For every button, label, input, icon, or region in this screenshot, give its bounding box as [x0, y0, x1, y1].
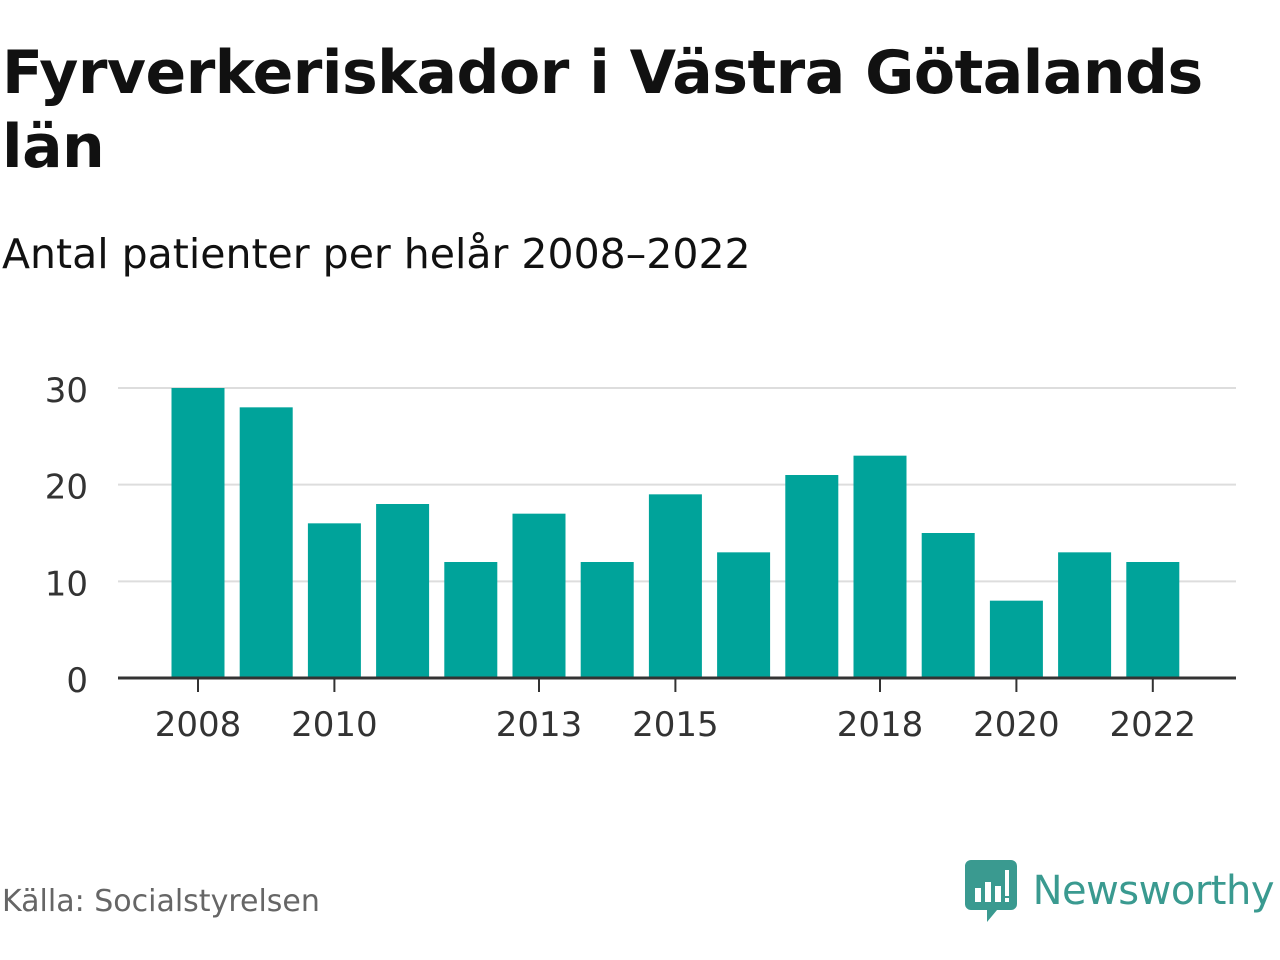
bar-2022 [1126, 562, 1180, 678]
x-tick-label: 2013 [496, 705, 583, 745]
bar-2008 [171, 388, 225, 678]
bar-2021 [1058, 552, 1112, 678]
bar-2019 [921, 533, 975, 678]
chart-title: Fyrverkeriskador i Västra Götalands län [2, 38, 1203, 182]
x-tick-label: 2022 [1110, 705, 1197, 745]
bar-2014 [580, 562, 634, 678]
bar-2009 [239, 407, 293, 678]
x-tick-label: 2010 [291, 705, 378, 745]
source-note: Källa: Socialstyrelsen [2, 884, 320, 919]
y-tick-label: 30 [45, 371, 88, 411]
x-tick-label: 2015 [632, 705, 719, 745]
newsworthy-logo-icon [964, 860, 1017, 922]
bar-2015 [648, 494, 702, 678]
axes: 0 10 20 30 2008 2010 2013 2015 2018 2020 2022 [45, 371, 1236, 745]
brand-logo: Newsworthy [964, 860, 1275, 922]
x-tick-label: 2008 [155, 705, 242, 745]
y-tick-label: 0 [66, 661, 88, 701]
brand-name: Newsworthy [1032, 868, 1275, 914]
y-tick-label: 20 [45, 468, 88, 508]
bar-2020 [989, 600, 1043, 678]
chart-subtitle: Antal patienter per helår 2008–2022 [2, 230, 751, 278]
bar-2012 [444, 562, 498, 678]
bar-2010 [307, 523, 361, 678]
bar-2018 [853, 455, 907, 678]
bar-chart: 0 10 20 30 2008 2010 2013 2015 2018 2020 2022 [45, 371, 1236, 745]
bar-2011 [376, 504, 430, 678]
x-tick-label: 2020 [973, 705, 1060, 745]
bar-2016 [717, 552, 771, 678]
x-tick-label: 2018 [837, 705, 924, 745]
bars [171, 388, 1180, 678]
bar-2017 [785, 475, 839, 678]
bar-2013 [512, 513, 566, 678]
y-tick-label: 10 [45, 564, 88, 604]
